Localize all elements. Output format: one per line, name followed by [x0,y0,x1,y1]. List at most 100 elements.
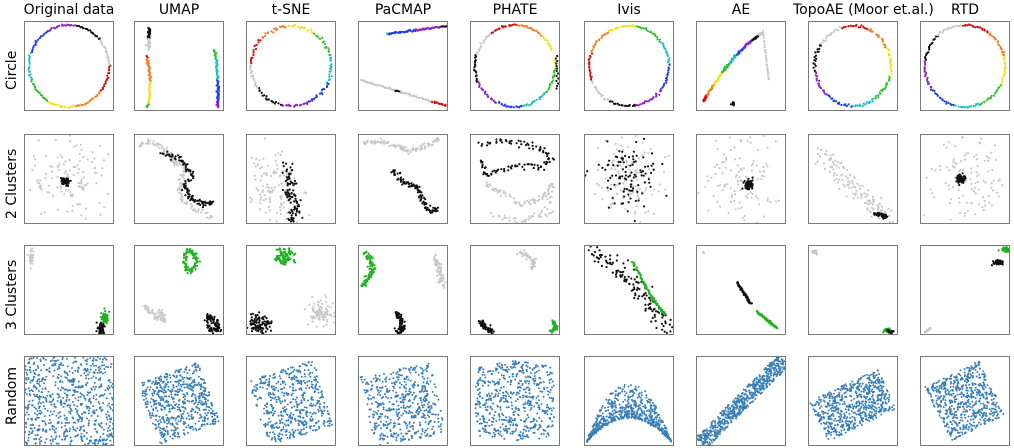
data-point [999,45,1002,48]
data-point [269,174,273,178]
scatter-plot [360,250,447,334]
data-point [483,325,486,328]
data-point [939,168,942,171]
data-point [149,139,152,142]
data-point [992,94,995,97]
data-point [604,139,607,142]
data-point [292,220,295,223]
data-point [959,105,963,108]
data-point [640,171,643,174]
data-point [628,174,632,177]
data-point [533,100,536,103]
data-point [37,38,40,41]
data-point [102,159,105,162]
data-point [406,149,409,153]
data-point [412,95,415,98]
data-point [533,201,536,204]
scatter-panel [920,21,1010,111]
data-point [657,311,660,314]
data-point [250,330,254,333]
data-point [58,105,62,108]
data-point [474,54,477,57]
data-point [426,206,429,209]
data-point [550,48,553,52]
data-point [253,44,256,47]
data-point [29,76,32,79]
data-point [190,206,193,209]
data-point [660,41,663,44]
data-point [268,325,271,328]
data-point [170,155,173,158]
data-point [216,319,219,322]
data-point [840,173,843,176]
data-point [186,271,189,275]
data-point [538,198,541,201]
data-point [604,168,607,171]
data-point [835,174,838,177]
data-point [529,257,532,260]
data-point [495,141,498,144]
data-point [941,31,944,34]
data-point [756,177,759,181]
data-point [535,29,538,32]
data-point [392,143,395,146]
data-point [983,159,986,162]
data-point [741,187,744,190]
data-point [627,193,630,196]
data-point [96,327,99,330]
data-point [647,178,650,181]
data-point [756,197,759,200]
data-point [78,203,82,206]
data-point [643,205,646,208]
data-point [551,331,554,334]
data-point [72,173,75,176]
data-point [1003,246,1006,249]
data-point [888,214,891,217]
data-point [647,30,650,33]
data-point [635,178,638,181]
data-point [668,63,671,66]
data-point [201,206,205,209]
data-point [326,305,329,308]
data-point [732,102,735,105]
data-point [662,43,665,46]
data-point [588,61,591,64]
data-point [512,106,515,109]
data-point [816,48,819,51]
data-point [542,37,545,40]
data-point [326,313,329,316]
data-point [76,171,80,174]
data-point [286,211,289,215]
data-point [547,158,550,161]
data-point [496,28,499,31]
data-point [176,154,180,157]
data-point [966,209,969,213]
data-point [77,185,80,188]
data-point [614,273,618,276]
data-point [75,144,78,147]
data-point [733,146,736,149]
data-point [440,274,443,277]
data-point [74,165,77,168]
data-point [639,221,642,223]
data-point [543,147,546,150]
data-point [731,193,734,197]
data-point [414,147,417,151]
data-point [513,217,516,220]
data-point [661,162,664,166]
data-point [63,193,66,196]
data-point [593,250,597,254]
data-point [936,94,939,97]
data-point [269,201,272,204]
data-point [277,184,280,187]
data-point [250,200,253,203]
data-point [937,34,940,37]
data-point [543,93,546,96]
data-point [438,278,441,281]
data-point [252,48,255,51]
data-point [260,196,263,199]
data-point [286,189,289,192]
data-point [529,217,532,220]
data-point [737,170,741,173]
data-point [665,81,668,84]
